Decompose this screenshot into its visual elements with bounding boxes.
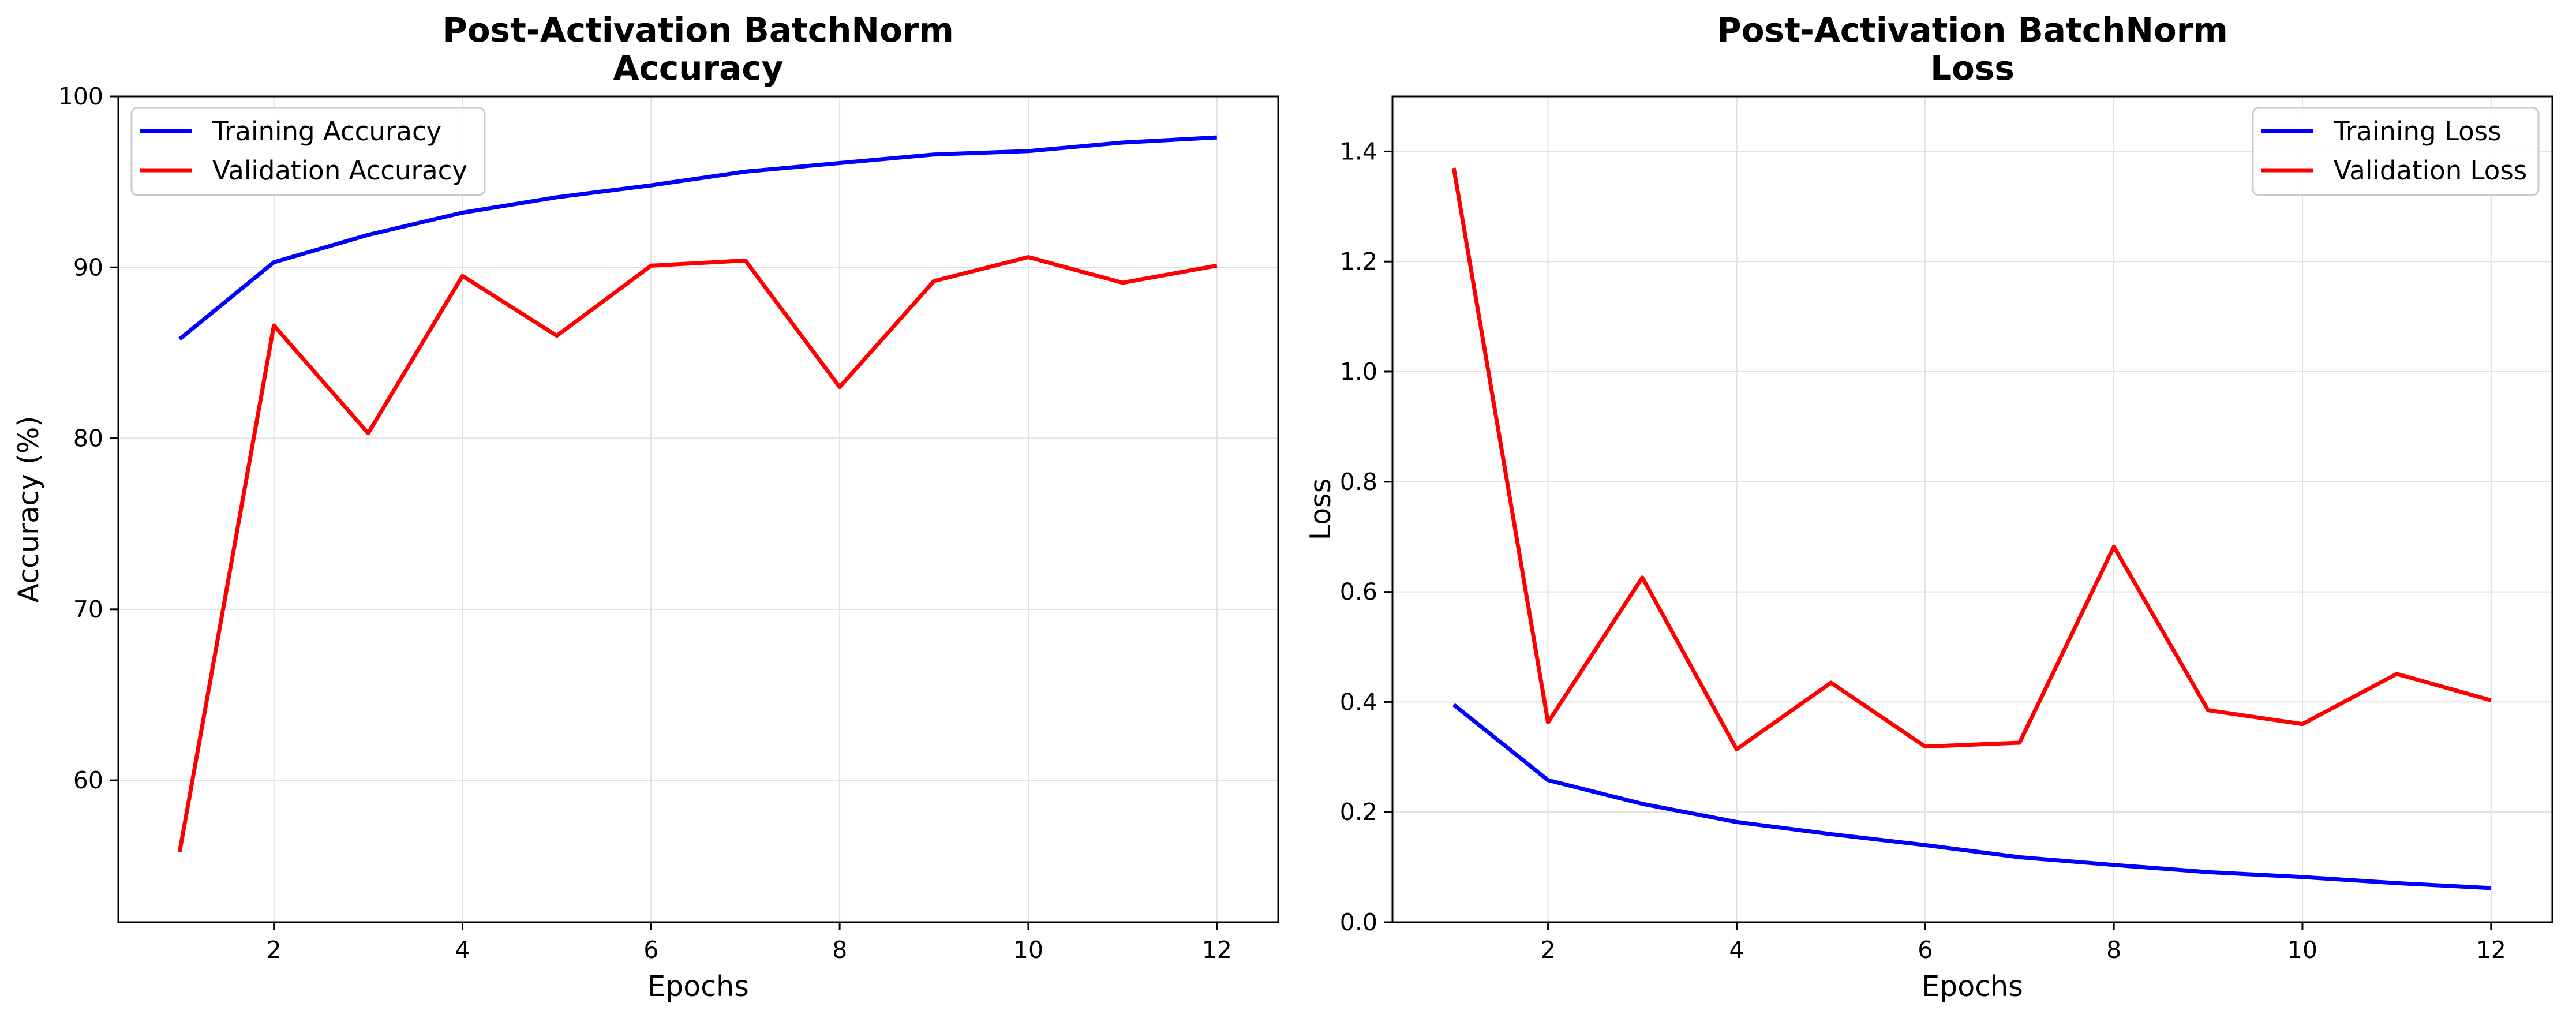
x-tick-label: 6 — [643, 936, 658, 964]
y-tick-label: 1.0 — [1340, 358, 1377, 386]
x-tick-label: 2 — [1541, 936, 1556, 964]
y-tick-label: 70 — [73, 596, 103, 623]
legend-box — [2252, 107, 2540, 196]
series-line-validation — [1451, 167, 2492, 751]
y-tick-label: 0.4 — [1340, 688, 1377, 716]
chart-title-line2: Loss — [1930, 48, 2015, 88]
chart-title-line1: Post-Activation BatchNorm — [1717, 10, 2228, 50]
legend: Training Accuracy Validation Accuracy — [130, 107, 486, 196]
y-tick-label: 100 — [58, 83, 103, 110]
x-axis-label: Epochs — [1922, 970, 2023, 1003]
chart-panel-loss: 2 4 6 8 10 12 0.0 0.2 0.4 0.6 0.8 1.0 1.2 1.4 Post-Act… — [1304, 10, 2553, 1003]
y-tick-label: 0.8 — [1340, 468, 1377, 496]
x-tick-label: 6 — [1918, 936, 1933, 964]
x-tick-label: 2 — [267, 936, 282, 964]
x-axis-label: Epochs — [647, 970, 749, 1003]
y-axis-label: Accuracy (%) — [12, 416, 45, 602]
series-line-validation — [177, 255, 1218, 853]
y-tick-label: 1.4 — [1340, 137, 1377, 165]
y-tick-label: 60 — [73, 766, 103, 794]
legend-label: Validation Loss — [2334, 155, 2527, 186]
y-tick-label: 90 — [73, 253, 103, 281]
legend-label: Training Accuracy — [212, 116, 441, 147]
chart-title-line2: Accuracy — [613, 48, 784, 88]
plot-frame — [117, 95, 1279, 923]
chart-panel-accuracy: 2 4 6 8 10 12 60 70 80 90 100 Post-Activation Batch… — [12, 10, 1279, 1003]
y-tick-label: 0.2 — [1340, 798, 1377, 826]
x-tick-label: 4 — [455, 936, 470, 964]
plot-frame — [1391, 95, 2553, 923]
y-tick-label: 80 — [73, 425, 103, 452]
y-tick-label: 1.2 — [1340, 248, 1377, 275]
y-tick-label: 0.0 — [1340, 908, 1377, 936]
x-tick-label: 4 — [1729, 936, 1744, 964]
y-axis-label: Loss — [1304, 478, 1337, 540]
legend-label: Training Loss — [2333, 116, 2502, 147]
x-tick-label: 10 — [2287, 936, 2317, 964]
series-line-training — [1452, 703, 2491, 890]
x-tick-label: 10 — [1013, 936, 1043, 964]
legend-label: Validation Accuracy — [212, 155, 467, 186]
x-tick-label: 12 — [1202, 936, 1232, 964]
x-tick-label: 8 — [2106, 936, 2121, 964]
series-line-training — [178, 135, 1217, 341]
legend-box — [130, 107, 486, 196]
legend: Training Loss Validation Loss — [2252, 107, 2540, 196]
x-tick-label: 8 — [832, 936, 847, 964]
x-tick-label: 12 — [2476, 936, 2506, 964]
y-tick-label: 0.6 — [1340, 578, 1377, 606]
chart-title-line1: Post-Activation BatchNorm — [443, 10, 954, 50]
